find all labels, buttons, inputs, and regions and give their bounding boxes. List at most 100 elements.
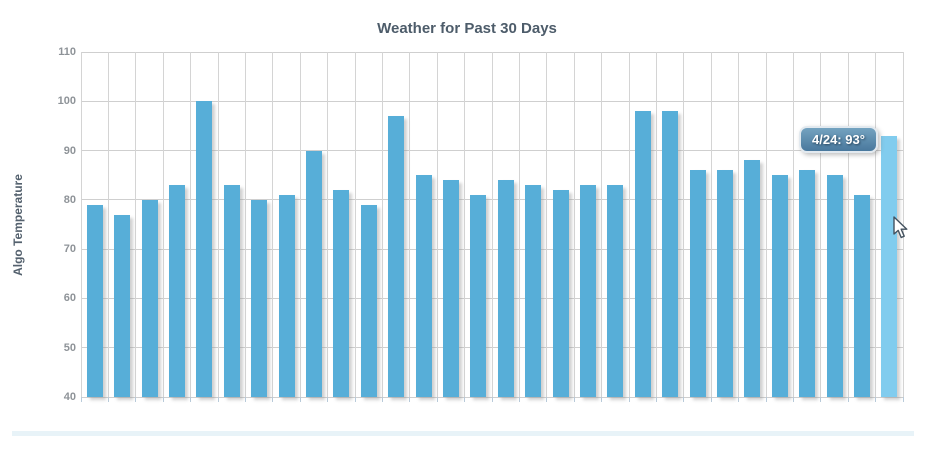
bar[interactable] (196, 101, 213, 397)
x-axis-tick (190, 397, 192, 402)
bar-highlighted[interactable] (881, 135, 898, 397)
x-axis-tick (217, 397, 219, 402)
v-gridline (381, 52, 383, 397)
v-gridline (902, 52, 904, 397)
bar[interactable] (223, 185, 240, 397)
mouse-cursor-icon (893, 216, 908, 239)
x-axis-tick (655, 397, 657, 402)
x-axis-tick (765, 397, 767, 402)
y-tick-label: 90 (63, 144, 76, 157)
x-axis-tick (80, 397, 82, 402)
x-axis-tick (135, 397, 137, 402)
bar[interactable] (305, 150, 322, 397)
bar[interactable] (360, 204, 377, 397)
v-gridline (875, 52, 877, 397)
x-axis-tick (464, 397, 466, 402)
v-gridline (464, 52, 466, 397)
v-gridline (80, 52, 82, 397)
bar[interactable] (716, 170, 733, 397)
bar[interactable] (607, 185, 624, 397)
y-tick-label: 70 (63, 243, 76, 256)
v-gridline (601, 52, 603, 397)
x-axis-tick (820, 397, 822, 402)
v-gridline (354, 52, 356, 397)
y-tick-label: 60 (63, 292, 76, 305)
bar[interactable] (114, 214, 131, 397)
v-gridline (327, 52, 329, 397)
bar[interactable] (771, 175, 788, 397)
v-gridline (847, 52, 849, 397)
x-axis-tick (573, 397, 575, 402)
v-gridline (820, 52, 822, 397)
chart-title: Weather for Past 30 Days (377, 20, 557, 37)
y-tick-label: 100 (57, 95, 76, 108)
x-axis-tick (436, 397, 438, 402)
bar[interactable] (141, 199, 158, 397)
x-axis-tick (902, 397, 904, 402)
v-gridline (244, 52, 246, 397)
bar[interactable] (333, 190, 350, 397)
x-axis-tick (491, 397, 493, 402)
bar[interactable] (251, 199, 268, 397)
bar[interactable] (662, 111, 679, 397)
v-gridline (792, 52, 794, 397)
x-axis-tick (299, 397, 301, 402)
y-tick-label: 80 (63, 193, 76, 206)
x-axis-tick (601, 397, 603, 402)
v-gridline (135, 52, 137, 397)
x-axis-tick (107, 397, 109, 402)
bar[interactable] (689, 170, 706, 397)
bar[interactable] (826, 175, 843, 397)
x-axis-tick (518, 397, 520, 402)
v-gridline (765, 52, 767, 397)
bar[interactable] (388, 116, 405, 397)
v-gridline (436, 52, 438, 397)
y-tick-label: 40 (63, 391, 76, 403)
tooltip: 4/24: 93° (799, 126, 878, 153)
v-gridline (107, 52, 109, 397)
plot-area (80, 51, 904, 402)
v-gridline (546, 52, 548, 397)
v-gridline (683, 52, 685, 397)
y-tick-label: 110 (58, 46, 76, 58)
bar[interactable] (415, 175, 432, 397)
v-gridline (299, 52, 301, 397)
bar[interactable] (552, 190, 569, 397)
bar[interactable] (634, 111, 651, 397)
bar[interactable] (168, 185, 185, 397)
y-axis-title: Algo Temperature (11, 174, 25, 276)
v-gridline (518, 52, 520, 397)
v-gridline (162, 52, 164, 397)
v-gridline (710, 52, 712, 397)
x-axis-tick (244, 397, 246, 402)
x-axis-tick (272, 397, 274, 402)
v-gridline (738, 52, 740, 397)
v-gridline (491, 52, 493, 397)
v-gridline (573, 52, 575, 397)
v-gridline (628, 52, 630, 397)
x-axis-tick (354, 397, 356, 402)
bar[interactable] (470, 194, 487, 397)
x-axis-tick (875, 397, 877, 402)
bar[interactable] (525, 185, 542, 397)
x-axis-tick (738, 397, 740, 402)
bar[interactable] (853, 194, 870, 397)
v-gridline (272, 52, 274, 397)
x-axis-tick (683, 397, 685, 402)
bar[interactable] (442, 180, 459, 397)
x-axis-tick (409, 397, 411, 402)
bar[interactable] (86, 204, 103, 397)
x-axis-tick (546, 397, 548, 402)
bar[interactable] (799, 170, 816, 397)
x-axis-tick (847, 397, 849, 402)
bar[interactable] (744, 160, 761, 397)
v-gridline (409, 52, 411, 397)
x-axis-tick (628, 397, 630, 402)
x-axis-tick (792, 397, 794, 402)
y-tick-label: 50 (63, 341, 76, 354)
bar[interactable] (278, 194, 295, 397)
bar[interactable] (497, 180, 514, 397)
bar[interactable] (579, 185, 596, 397)
x-axis-tick (710, 397, 712, 402)
